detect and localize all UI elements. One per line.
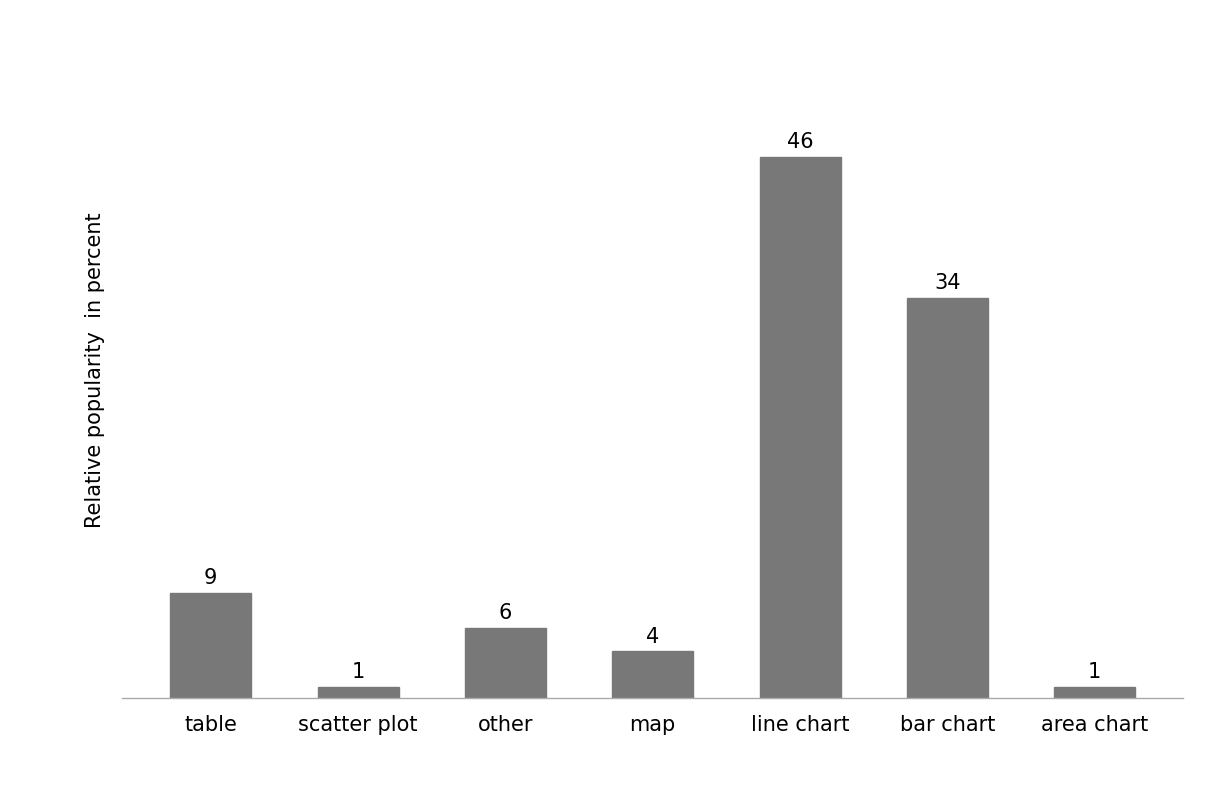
Bar xyxy=(317,687,399,699)
Text: 9: 9 xyxy=(204,567,217,587)
Text: 34: 34 xyxy=(935,273,960,293)
Bar xyxy=(171,593,251,699)
Text: 4: 4 xyxy=(647,626,659,646)
Text: 1: 1 xyxy=(1088,661,1102,681)
Y-axis label: Relative popularity  in percent: Relative popularity in percent xyxy=(85,212,105,527)
Bar xyxy=(465,628,545,699)
Bar xyxy=(760,157,841,699)
Text: 46: 46 xyxy=(787,132,814,152)
Bar xyxy=(906,299,988,699)
Text: 6: 6 xyxy=(499,602,512,622)
Text: 1: 1 xyxy=(351,661,365,681)
Bar xyxy=(1054,687,1135,699)
Bar xyxy=(612,651,693,699)
